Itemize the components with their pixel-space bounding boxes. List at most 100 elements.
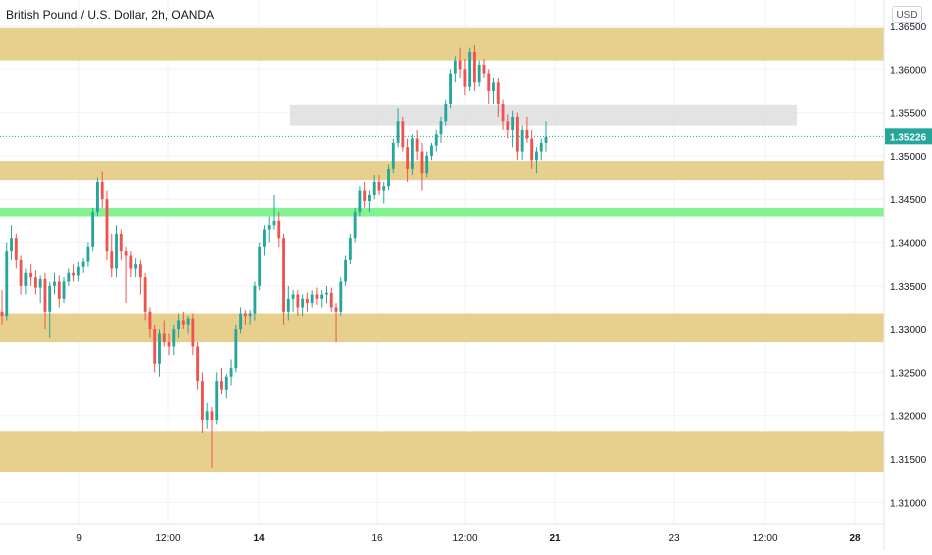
candle-body <box>334 307 338 312</box>
candle-body <box>305 298 309 304</box>
candle-body <box>272 220 276 226</box>
candle-body <box>196 346 200 382</box>
candle-body <box>468 51 472 87</box>
candle-body <box>396 121 400 143</box>
candle-body <box>167 342 171 347</box>
y-tick-label: 1.32000 <box>890 412 927 423</box>
candle-body <box>415 138 419 152</box>
candle-body <box>234 329 238 369</box>
candle-body <box>186 318 190 325</box>
candle-body <box>181 320 185 325</box>
candle-body <box>434 134 438 146</box>
candle-body <box>91 212 95 247</box>
support-zone <box>0 207 884 217</box>
candle-body <box>449 73 452 104</box>
candle-body <box>535 151 538 161</box>
candle-body <box>172 329 176 347</box>
candle-body <box>487 73 491 91</box>
candle-body <box>67 272 71 282</box>
y-tick-label: 1.34000 <box>890 239 927 250</box>
candle-body <box>368 194 371 201</box>
candle-body <box>14 238 18 260</box>
candle-body <box>267 225 271 230</box>
candle-body <box>515 116 519 152</box>
candle-body <box>282 238 285 312</box>
candle-body <box>506 121 510 130</box>
candle-body <box>72 272 76 276</box>
candle-body <box>200 381 204 421</box>
candle-body <box>105 199 109 252</box>
y-tick-label: 1.32500 <box>890 368 927 379</box>
candle-body <box>325 292 328 295</box>
candle-body <box>520 129 524 152</box>
x-tick-label: 12:00 <box>452 533 477 544</box>
candle-body <box>525 129 529 139</box>
candle-body <box>482 64 486 74</box>
candle-body <box>205 411 209 421</box>
supply-demand-zone <box>0 27 884 61</box>
candle-body <box>153 329 157 364</box>
candle-body <box>33 277 37 288</box>
candle-body <box>358 190 362 213</box>
candle-body <box>544 136 548 143</box>
candle-body <box>430 145 433 156</box>
candle-body <box>291 294 295 299</box>
y-tick-label: 1.33500 <box>890 282 927 293</box>
y-tick-label: 1.36500 <box>890 22 927 33</box>
y-tick-label: 1.31500 <box>890 455 927 466</box>
candle-body <box>29 272 33 278</box>
candle-body <box>492 82 495 91</box>
candle-body <box>243 313 247 317</box>
candle-body <box>296 294 300 308</box>
candles <box>0 45 548 468</box>
candle-body <box>372 181 376 195</box>
candle-body <box>43 278 47 312</box>
candle-body <box>81 261 85 267</box>
candle-body <box>10 238 13 252</box>
x-tick-label: 16 <box>371 533 383 544</box>
candle-body <box>339 281 343 312</box>
candle-body <box>48 285 52 312</box>
last-price-label-bg <box>885 128 932 145</box>
candle-body <box>100 181 104 200</box>
candle-body <box>38 278 42 288</box>
candle-body <box>215 381 219 421</box>
currency-button[interactable]: USD <box>892 6 922 23</box>
candle-body <box>277 220 281 239</box>
candle-body <box>258 246 262 286</box>
last-price-label: 1.35226 <box>890 132 927 143</box>
candle-body <box>253 285 257 314</box>
candle-body <box>472 51 476 83</box>
candle-body <box>62 281 66 299</box>
candle-body <box>177 320 180 330</box>
candle-body <box>348 238 352 260</box>
candle-body <box>0 311 4 317</box>
candle-body <box>224 376 228 390</box>
candle-body <box>344 259 348 282</box>
candle-body <box>286 298 290 312</box>
candle-body <box>158 333 161 364</box>
candle-body <box>134 264 138 269</box>
y-tick-label: 1.31000 <box>890 498 927 509</box>
candle-body <box>353 212 357 239</box>
candle-body <box>391 142 395 169</box>
candle-body <box>24 272 28 286</box>
candle-body <box>496 82 500 104</box>
candle-body <box>191 318 195 347</box>
candle-body <box>129 255 133 269</box>
price-zones <box>0 27 884 473</box>
x-tick-label: 9 <box>76 533 82 544</box>
candle-body <box>248 313 252 317</box>
resistance-gray-zone <box>290 104 797 126</box>
candle-body <box>420 151 424 174</box>
candle-body <box>329 292 333 308</box>
candle-body <box>477 64 481 83</box>
x-tick-label: 12:00 <box>155 533 180 544</box>
candle-body <box>96 181 99 213</box>
x-tick-label: 21 <box>549 533 561 544</box>
candle-body <box>530 138 534 161</box>
supply-demand-zone <box>0 161 884 181</box>
